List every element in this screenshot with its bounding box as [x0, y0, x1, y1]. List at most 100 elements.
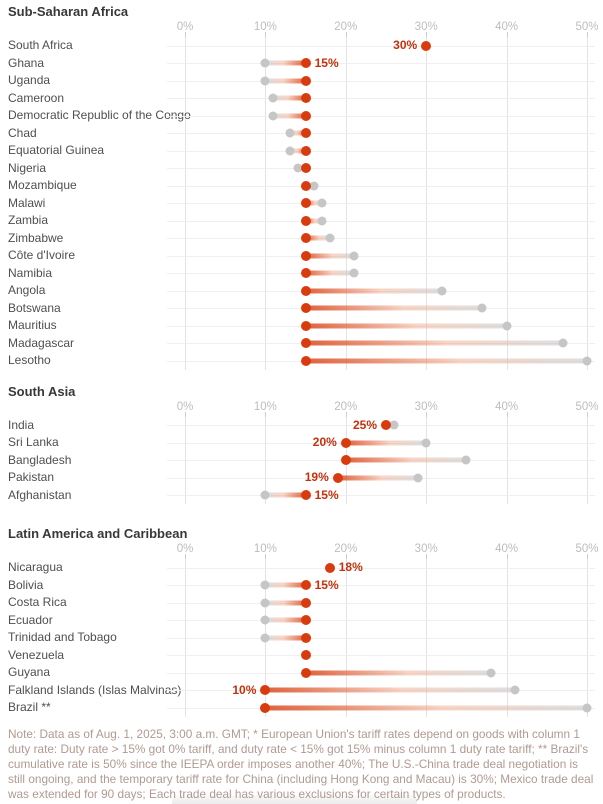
rate-change-connector	[305, 270, 354, 276]
axis-tick-label: 50%	[575, 21, 599, 33]
new-rate-dot	[381, 420, 391, 431]
country-label: Brazil **	[8, 700, 51, 714]
country-label: Sri Lanka	[8, 435, 59, 449]
axis-tick-mark	[587, 411, 588, 417]
axis-tick-label: 40%	[495, 543, 519, 555]
country-row-south-africa: South Africa 30%	[0, 37, 603, 55]
row-track	[167, 107, 595, 125]
row-gridline	[167, 203, 595, 205]
new-rate-dot	[300, 650, 311, 661]
rate-change-connector	[265, 687, 515, 693]
country-label: Lesotho	[8, 353, 51, 367]
country-row-bolivia: Bolivia 15%	[0, 577, 603, 595]
axis-tick-label: 20%	[334, 21, 358, 33]
country-row-angola: Angola	[0, 282, 603, 300]
rate-change-connector	[289, 130, 306, 136]
row-gridline	[167, 185, 595, 187]
old-rate-dot	[285, 146, 295, 156]
row-gridline	[167, 620, 595, 622]
axis-tick-label: 10%	[253, 543, 277, 555]
old-rate-dot	[260, 76, 270, 86]
axis-tick-mark	[426, 554, 428, 559]
country-row-nicaragua: Nicaragua 18%	[0, 559, 603, 577]
country-label: Nigeria	[8, 160, 47, 175]
old-rate-dot	[268, 93, 278, 103]
row-track	[167, 452, 595, 470]
axis-tick-mark	[506, 554, 508, 559]
axis-tick-label: 10%	[253, 21, 277, 33]
axis-tick-mark	[426, 32, 428, 37]
country-label: Botswana	[8, 300, 61, 315]
section-title: Sub-Saharan Africa	[8, 4, 129, 19]
country-row-chad: Chad	[0, 125, 603, 143]
country-row-trinidad-and-tobago: Trinidad and Tobago	[0, 629, 603, 647]
axis-tick-mark	[185, 411, 186, 417]
country-label: Democratic Republic of the Congo	[8, 108, 191, 122]
new-rate-dot	[300, 303, 311, 314]
row-track	[167, 195, 595, 213]
rate-change-connector	[289, 148, 306, 154]
new-rate-dot	[300, 268, 311, 279]
footnote: Note: Data as of Aug. 1, 2025, 3:00 a.m.…	[8, 726, 594, 801]
row-track	[167, 160, 595, 178]
new-rate-dot	[300, 58, 311, 69]
rate-change-connector	[265, 78, 306, 84]
row-track	[167, 699, 595, 717]
old-rate-dot	[510, 685, 520, 695]
country-label: Nicaragua	[8, 560, 63, 574]
old-rate-dot	[502, 321, 512, 331]
country-row-india: India 25%	[0, 417, 603, 435]
x-axis: 0% 10% 20% 30% 40% 50%	[177, 401, 599, 417]
country-label: Zimbabwe	[8, 230, 64, 245]
row-track	[167, 300, 595, 318]
rate-change-connector	[305, 670, 491, 676]
country-row-pakistan: Pakistan 19%	[0, 469, 603, 487]
axis-tick-mark	[345, 32, 347, 37]
country-label: Trinidad and Tobago	[8, 630, 117, 644]
rate-change-connector	[305, 288, 443, 294]
rate-value-label: 30%	[393, 38, 418, 52]
row-gridline	[167, 63, 595, 65]
axis-tick-mark	[506, 32, 508, 37]
row-track: 18%	[167, 559, 595, 577]
new-rate-dot	[300, 490, 311, 501]
rate-change-connector	[345, 457, 467, 463]
row-gridline	[167, 220, 595, 222]
old-rate-dot	[268, 111, 278, 121]
axis-tick-mark	[265, 554, 267, 559]
row-track: 10%	[167, 682, 595, 700]
new-rate-dot	[300, 163, 311, 174]
old-rate-dot	[421, 438, 431, 448]
row-gridline	[167, 168, 595, 170]
country-label: Bangladesh	[8, 452, 72, 467]
country-label: Uganda	[8, 73, 51, 87]
old-rate-dot	[260, 615, 270, 625]
rate-change-connector	[305, 305, 483, 311]
country-row-namibia: Namibia	[0, 265, 603, 283]
new-rate-dot	[300, 75, 311, 86]
old-rate-dot	[582, 703, 592, 713]
old-rate-dot	[558, 338, 568, 348]
axis-tick-mark	[345, 554, 347, 559]
new-rate-dot	[300, 198, 311, 209]
rate-change-connector	[337, 475, 419, 481]
old-rate-dot	[260, 58, 270, 68]
row-track	[167, 212, 595, 230]
country-row-democratic-republic-of-the-congo: Democratic Republic of the Congo	[0, 107, 603, 125]
country-row-costa-rica: Costa Rica	[0, 594, 603, 612]
row-track: 20%	[167, 434, 595, 452]
country-row-cameroon: Cameroon	[0, 90, 603, 108]
row-track	[167, 629, 595, 647]
new-rate-dot	[300, 145, 311, 156]
rate-change-connector	[273, 113, 306, 119]
axis-tick-label: 0%	[176, 543, 194, 555]
row-gridline	[167, 115, 595, 117]
axis-tick-label: 0%	[176, 21, 194, 33]
country-label: Afghanistan	[8, 487, 72, 502]
old-rate-dot	[582, 356, 592, 366]
rate-change-connector	[265, 705, 587, 711]
country-row-bangladesh: Bangladesh	[0, 452, 603, 470]
country-row-zimbabwe: Zimbabwe	[0, 230, 603, 248]
x-axis: 0% 10% 20% 30% 40% 50%	[177, 543, 599, 559]
new-rate-dot	[300, 285, 311, 296]
